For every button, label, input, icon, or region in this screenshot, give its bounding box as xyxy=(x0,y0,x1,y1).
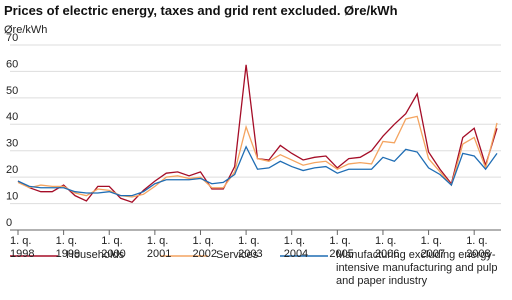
y-tick-label: 0 xyxy=(6,217,12,229)
y-axis-label: Øre/kWh xyxy=(4,24,48,36)
x-tick-label: 1. q. 2007 xyxy=(420,235,446,260)
chart-title: Prices of electric energy, taxes and gri… xyxy=(4,3,398,18)
series-line xyxy=(17,64,498,204)
y-tick-label: 40 xyxy=(6,111,18,123)
y-tick-label: 60 xyxy=(6,58,18,70)
y-tick-label: 70 xyxy=(6,32,18,44)
y-tick-label: 20 xyxy=(6,164,18,176)
y-tick-label: 30 xyxy=(6,138,18,150)
x-tick-label: 1. q. 1999 xyxy=(55,235,81,260)
x-tick-label: 1. q. 2005 xyxy=(329,235,354,260)
y-tick-label: 50 xyxy=(6,85,18,97)
series-line xyxy=(17,115,498,198)
x-tick-label: 1. q. 2001 xyxy=(146,235,172,260)
legend-label: Manufacturing excluding energy-intensive… xyxy=(336,249,498,287)
legend-label: Services xyxy=(216,249,259,261)
series-line xyxy=(17,145,498,197)
x-tick-label: 1. q. 2002 xyxy=(192,235,217,260)
x-tick-label: 1. q. 2008 xyxy=(466,235,491,260)
legend-label: Households xyxy=(66,249,125,261)
x-tick-label: 1. q. 1998 xyxy=(10,235,35,260)
x-tick-label: 1. q. 2004 xyxy=(283,235,309,260)
x-tick-label: 1. q. 2003 xyxy=(238,235,263,260)
x-tick-label: 1. q. 2000 xyxy=(101,235,126,260)
y-tick-label: 10 xyxy=(6,190,18,202)
x-tick-label: 1. q. 2006 xyxy=(374,235,400,260)
